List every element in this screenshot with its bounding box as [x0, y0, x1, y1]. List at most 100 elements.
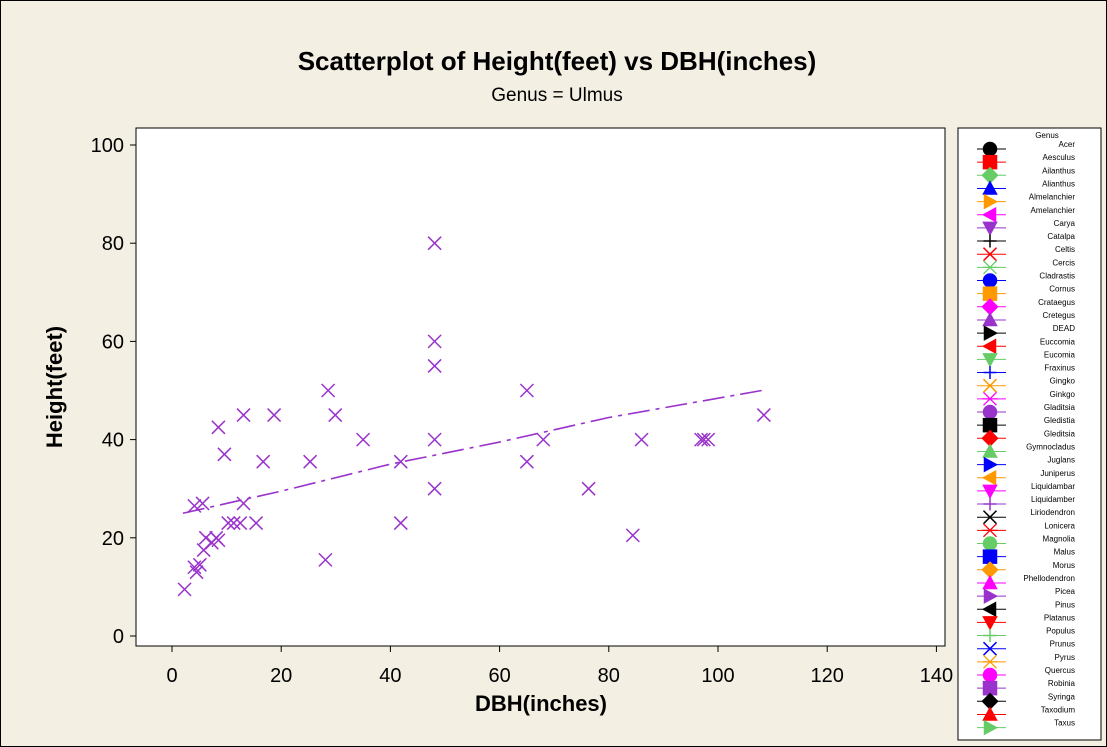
scatter-point	[217, 447, 232, 462]
legend-marker-plus	[983, 497, 997, 511]
legend-item: Cercis	[977, 258, 1075, 275]
legend-item: Celtis	[977, 245, 1075, 262]
x-tick-label: 20	[270, 665, 292, 687]
legend-item-label: Almelanchier	[1029, 193, 1076, 202]
legend-item-label: Platanus	[1044, 613, 1075, 622]
legend-item: DEAD	[977, 324, 1075, 341]
scatter-point	[427, 358, 442, 373]
legend-item: Magnolia	[977, 535, 1076, 551]
legend-box	[957, 127, 1102, 741]
scatter-point	[303, 454, 318, 469]
scatter-point	[267, 408, 282, 423]
legend-item-label: Cornus	[1049, 285, 1075, 294]
scatter-point	[221, 516, 236, 531]
scatter-point	[625, 528, 640, 543]
legend-item: Amelanchier	[977, 206, 1075, 223]
scatter-point	[318, 552, 333, 567]
legend-marker-square	[982, 154, 998, 170]
scatter-point	[427, 432, 442, 447]
legend-item-label: Populus	[1046, 627, 1075, 636]
scatter-point	[393, 516, 408, 531]
legend-item: Alianthus	[977, 179, 1075, 195]
scatter-point	[427, 481, 442, 496]
legend-item: Cladrastis	[977, 272, 1075, 288]
legend-marker-circle	[982, 536, 998, 551]
legend-item-label: Gymnocladus	[1026, 442, 1075, 451]
legend-item: Cretegus	[977, 311, 1075, 327]
legend-item: Gymnocladus	[977, 442, 1075, 458]
scatter-point	[187, 498, 202, 513]
legend-item: Liquidamber	[977, 495, 1075, 511]
y-tick-label: 60	[102, 331, 124, 353]
y-tick-label: 40	[102, 430, 124, 452]
scatter-point	[249, 516, 264, 531]
legend-marker-circle	[982, 404, 998, 420]
y-axis-label: Height(feet)	[42, 326, 67, 448]
legend-marker-triangle-down	[982, 353, 998, 368]
y-tick-label: 20	[102, 528, 124, 550]
scatter-point	[177, 582, 192, 597]
legend-title: Genus	[1035, 131, 1059, 140]
legend-item-label: Ailanthus	[1042, 166, 1075, 175]
legend-item: Juniperus	[977, 469, 1075, 486]
scatter-point	[694, 432, 709, 447]
legend-marker-triangle-up	[982, 180, 998, 195]
legend-marker-triangle-right	[983, 456, 999, 473]
legend-item-label: Cercis	[1052, 258, 1075, 267]
x-tick-label: 0	[166, 665, 177, 687]
scatter-point	[256, 454, 271, 469]
scatter-point	[328, 408, 343, 423]
legend-item-label: Lonicera	[1044, 521, 1075, 530]
legend-item-label: Robinia	[1048, 679, 1076, 688]
legend-marker-triangle-left	[981, 206, 997, 223]
scatter-point	[427, 334, 442, 349]
legend-item: Morus	[977, 561, 1075, 579]
legend-marker-triangle-right	[983, 719, 999, 736]
scatter-point	[195, 496, 210, 511]
y-tick-label: 0	[113, 626, 124, 648]
legend-marker-square	[982, 549, 998, 564]
legend-item: Juglans	[977, 456, 1075, 473]
legend-item-label: Morus	[1053, 561, 1075, 570]
legend-item-label: Carya	[1054, 219, 1076, 228]
scatter-point	[536, 432, 551, 447]
y-tick-label: 80	[102, 233, 124, 255]
legend-item-label: Aesculus	[1043, 153, 1075, 162]
legend-marker-triangle-down	[982, 484, 998, 499]
legend-item: Cornus	[977, 285, 1075, 301]
scatter-point	[192, 557, 207, 572]
legend-item: Robinia	[977, 679, 1076, 696]
legend-item-label: Magnolia	[1043, 535, 1076, 544]
legend-item: Platanus	[977, 613, 1075, 631]
legend-item-label: Fraxinus	[1044, 364, 1075, 373]
legend-item-label: Malus	[1054, 548, 1075, 557]
legend-marker-plus	[983, 629, 997, 643]
legend-marker-circle	[982, 273, 998, 288]
legend-marker-triangle-left	[981, 601, 997, 618]
scatter-point	[393, 454, 408, 469]
legend-item-label: Liriodendron	[1031, 508, 1075, 517]
legend-item: Fraxinus	[977, 364, 1075, 380]
legend-item: Euccomia	[977, 337, 1076, 355]
legend-item-label: Prunus	[1050, 640, 1075, 649]
legend-marker-triangle-up	[982, 706, 998, 721]
scatter-point	[198, 530, 213, 545]
scatter-point	[427, 236, 442, 251]
legend-item: Ginkgo	[977, 390, 1076, 406]
legend-item: Liquidambar	[977, 482, 1075, 499]
legend-item-label: Pyrus	[1055, 653, 1075, 662]
legend-item-label: Acer	[1059, 140, 1076, 149]
legend-item-label: Picea	[1055, 587, 1076, 596]
scatter-point	[236, 408, 251, 423]
x-tick-label: 120	[811, 665, 844, 687]
scatter-point	[581, 481, 596, 496]
legend-item-label: Taxus	[1054, 719, 1075, 728]
x-tick-label: 100	[701, 665, 734, 687]
legend-item: Eucomia	[977, 350, 1076, 368]
legend-item-label: Liquidambar	[1031, 482, 1075, 491]
legend-item-label: Quercus	[1045, 666, 1075, 675]
legend-marker-triangle-down	[982, 616, 998, 631]
legend-item: Phellodendron	[977, 574, 1075, 590]
legend-item: Picea	[977, 587, 1076, 604]
legend-item-label: Liquidamber	[1031, 495, 1075, 504]
